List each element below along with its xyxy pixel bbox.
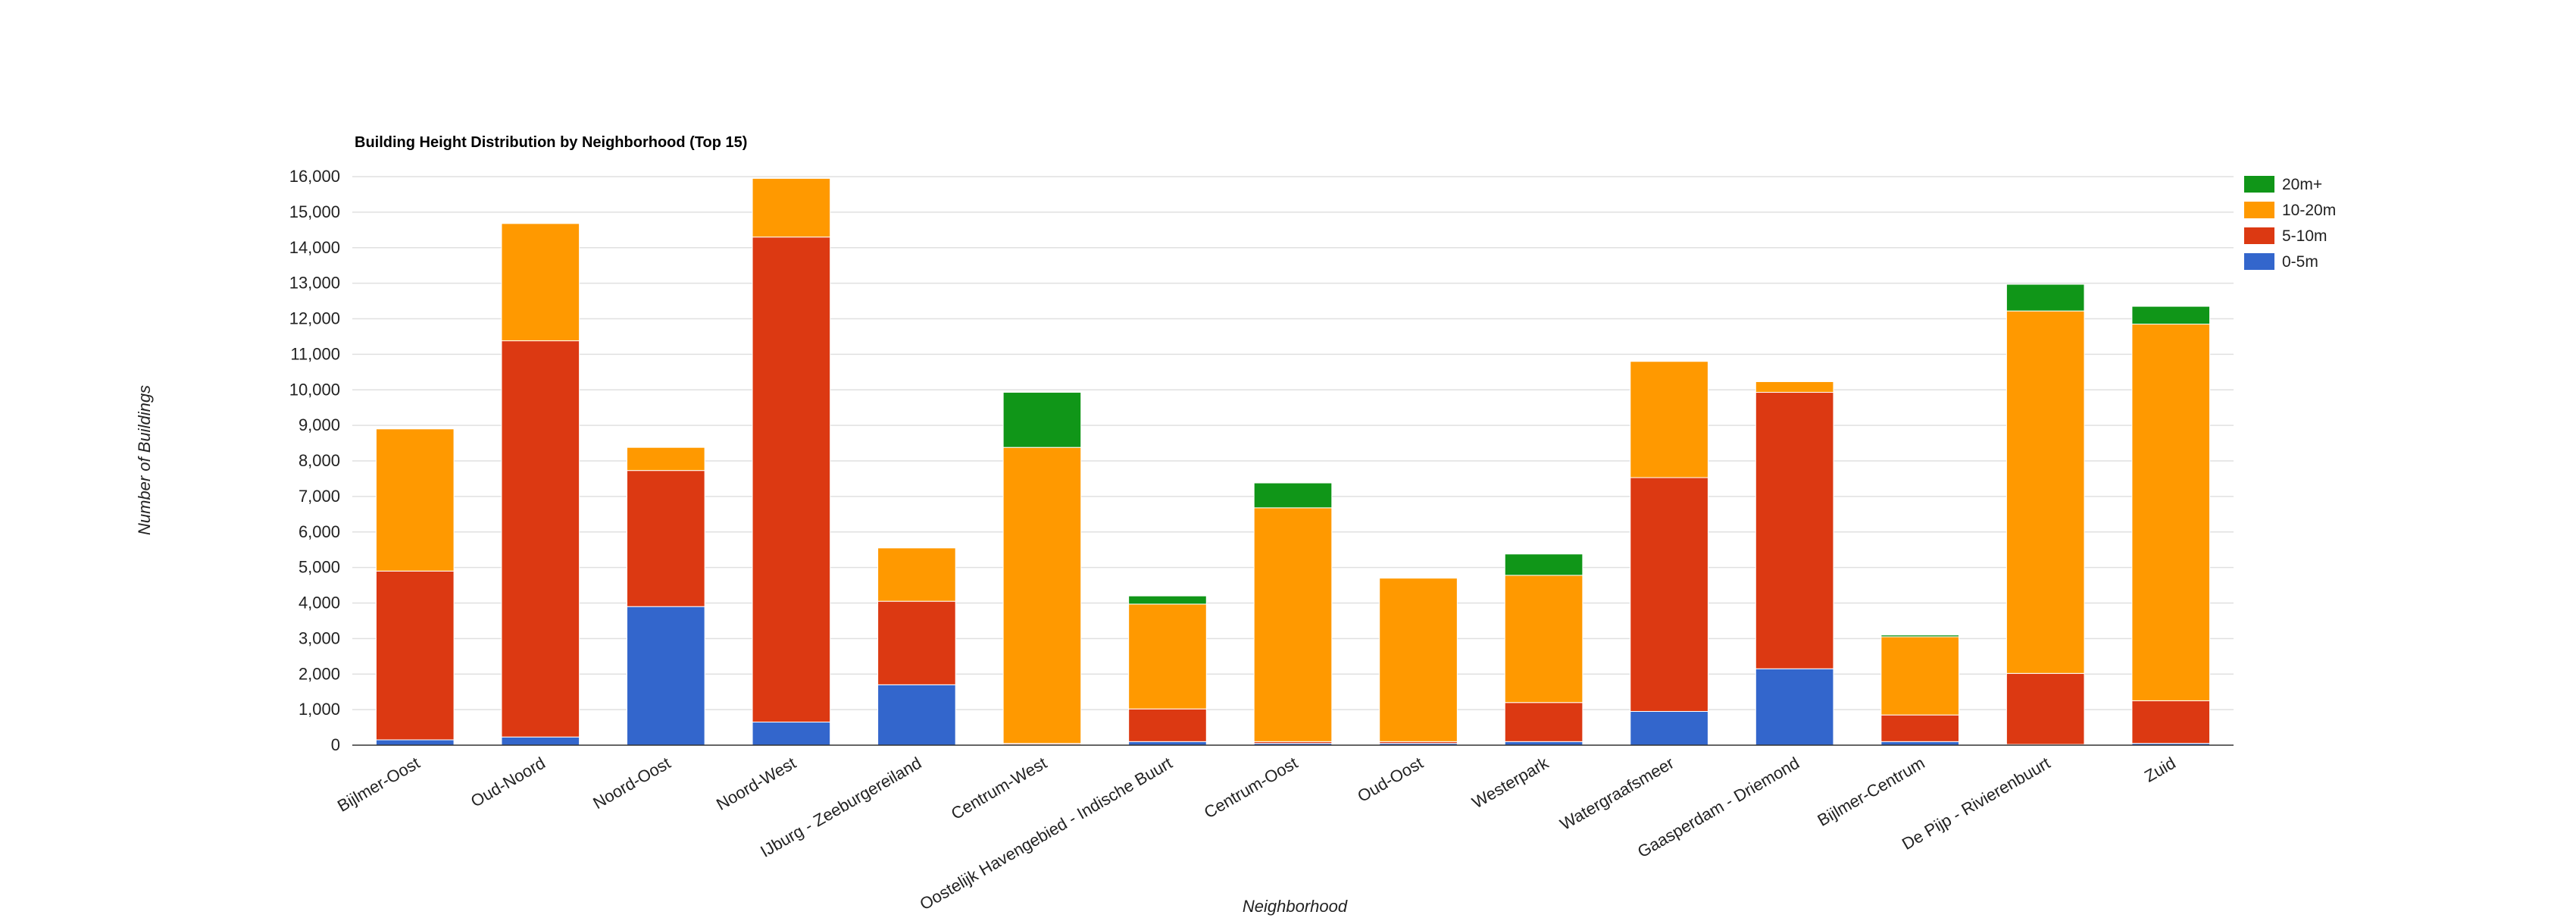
legend-swatch (2244, 253, 2274, 270)
legend-label: 10-20m (2282, 202, 2336, 219)
bar-segment (1755, 381, 1834, 393)
legend-swatch (2244, 227, 2274, 244)
x-tick-label: Centrum-Oost (1201, 754, 1301, 822)
bar-segment (2131, 305, 2211, 325)
y-tick-label: 5,000 (299, 558, 340, 577)
bar-segment (1128, 595, 1207, 605)
y-tick-label: 1,000 (299, 700, 340, 719)
legend-swatch (2244, 176, 2274, 193)
bar-segment (375, 739, 455, 746)
x-axis-title: Neighborhood (1243, 897, 1348, 916)
bar-segment (627, 470, 705, 607)
y-tick-label: 16,000 (289, 167, 340, 186)
y-axis-ticks: 0 1,000 2,000 3,000 4,000 5,000 6,000 7,000 8,00… (289, 167, 340, 754)
bar-segment (627, 446, 705, 472)
bar-segment (877, 600, 956, 685)
x-axis-ticks: Bijlmer-Oost Oud-Noord Noord-Oost Noord-Wes… (334, 753, 2179, 913)
bar-segment (1880, 636, 1959, 716)
bar-segment (1128, 708, 1207, 742)
bar-segment (1379, 578, 1458, 742)
x-tick-label: Bijlmer-Oost (334, 754, 423, 816)
bar-segment (877, 547, 956, 602)
bar-segment (2131, 700, 2211, 744)
legend-label: 20m+ (2282, 176, 2322, 193)
bar-segment (2005, 284, 2085, 312)
bar-segment (1630, 477, 1708, 712)
bar-segment (627, 606, 705, 746)
bar-segment (375, 428, 455, 572)
y-axis-title: Number of Buildings (135, 385, 154, 535)
y-tick-label: 15,000 (289, 202, 340, 221)
bar-segment (1002, 392, 1082, 448)
bar-segment (1253, 482, 1333, 509)
x-tick-label: Centrum-West (948, 754, 1050, 823)
x-tick-label: Bijlmer-Centrum (1815, 754, 1928, 830)
y-tick-label: 6,000 (299, 522, 340, 541)
y-tick-label: 11,000 (290, 344, 340, 363)
bar-segment (1755, 668, 1834, 746)
x-tick-label: Oud-Noord (467, 754, 549, 811)
x-tick-label: Westerpark (1469, 753, 1552, 812)
x-tick-label: Oud-Oost (1354, 754, 1426, 806)
bar-segment (2131, 324, 2211, 701)
y-tick-label: 0 (331, 735, 340, 754)
bar-segment (501, 223, 580, 342)
bar-segment (752, 722, 831, 746)
bar-segment (2005, 310, 2085, 674)
y-tick-label: 14,000 (289, 238, 340, 257)
bar-segment (1504, 553, 1583, 576)
y-tick-label: 13,000 (289, 274, 340, 293)
x-tick-label: Noord-Oost (589, 754, 674, 813)
bar-segment (1880, 714, 1959, 742)
bar-segment (1504, 702, 1583, 742)
y-tick-label: 10,000 (289, 380, 340, 399)
x-tick-label: Watergraafsmeer (1557, 754, 1677, 834)
bar-segment (1880, 634, 1959, 638)
y-tick-label: 3,000 (299, 628, 340, 647)
x-tick-label: Zuid (2141, 754, 2179, 786)
bar-segment (752, 237, 831, 723)
x-tick-label: Oostelijk Havengebied - Indische Buurt (917, 754, 1176, 914)
bar-segment (1002, 446, 1082, 744)
bar-segment (1504, 575, 1583, 703)
y-tick-label: 12,000 (289, 309, 340, 328)
bar-segment (1253, 507, 1333, 742)
x-tick-label: Noord-West (713, 754, 799, 814)
bar-segment (501, 340, 580, 738)
bar-segment (1630, 361, 1708, 478)
legend-label: 5-10m (2282, 227, 2327, 245)
bar-segment (1755, 392, 1834, 669)
legend-label: 0-5m (2282, 253, 2318, 271)
y-tick-label: 8,000 (299, 451, 340, 470)
bar-segment (375, 570, 455, 741)
bar-segment (877, 684, 956, 746)
bars (375, 177, 2211, 746)
bar-segment (1128, 603, 1207, 710)
bar-segment (501, 736, 580, 746)
bar-segment (2005, 672, 2085, 745)
legend-swatch (2244, 202, 2274, 218)
y-tick-label: 4,000 (299, 594, 340, 613)
y-tick-label: 2,000 (299, 664, 340, 683)
chart-title: Building Height Distribution by Neighbor… (355, 134, 747, 151)
y-tick-label: 9,000 (299, 415, 340, 434)
legend: 20m+ 10-20m 5-10m 0-5m (2244, 176, 2336, 271)
y-tick-label: 7,000 (299, 487, 340, 506)
bar-segment (752, 177, 831, 238)
bar-segment (1630, 710, 1708, 746)
